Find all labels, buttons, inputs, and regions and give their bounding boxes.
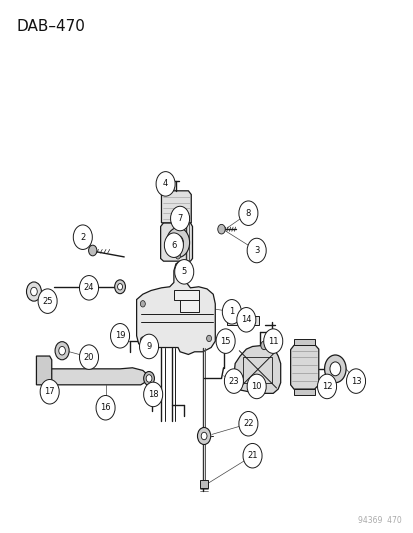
Text: 11: 11 (267, 337, 278, 345)
Text: 12: 12 (321, 382, 332, 391)
Circle shape (110, 324, 129, 348)
Text: 5: 5 (181, 268, 186, 276)
Text: 2: 2 (80, 233, 85, 241)
Circle shape (79, 345, 98, 369)
Circle shape (247, 238, 266, 263)
Circle shape (86, 283, 92, 290)
Text: 17: 17 (44, 387, 55, 396)
Circle shape (175, 253, 180, 259)
Bar (243, 357, 271, 383)
Polygon shape (43, 368, 147, 385)
Text: 9: 9 (146, 342, 151, 351)
Text: 20: 20 (83, 353, 94, 361)
Text: 7: 7 (177, 214, 182, 223)
Polygon shape (290, 345, 318, 389)
Circle shape (317, 374, 336, 399)
Circle shape (96, 395, 115, 420)
Circle shape (40, 379, 59, 404)
Text: 4: 4 (163, 180, 168, 188)
Circle shape (143, 382, 162, 407)
Circle shape (88, 245, 97, 256)
Circle shape (216, 329, 235, 353)
Text: 94369  470: 94369 470 (357, 516, 401, 525)
Bar (173, 290, 198, 300)
Circle shape (247, 374, 266, 399)
Circle shape (139, 334, 158, 359)
Polygon shape (233, 345, 280, 393)
Circle shape (79, 276, 98, 300)
Bar (226, 316, 259, 325)
Circle shape (329, 362, 340, 376)
Circle shape (238, 201, 257, 225)
Polygon shape (36, 356, 52, 385)
Circle shape (174, 260, 193, 284)
Circle shape (206, 335, 211, 342)
Text: 1: 1 (229, 308, 234, 316)
Text: 16: 16 (100, 403, 111, 412)
Polygon shape (160, 223, 192, 261)
Circle shape (73, 225, 92, 249)
Circle shape (172, 236, 183, 249)
Circle shape (55, 342, 69, 360)
Circle shape (197, 427, 210, 445)
Circle shape (222, 300, 241, 324)
Polygon shape (161, 191, 191, 223)
Circle shape (346, 369, 365, 393)
Circle shape (26, 282, 41, 301)
Circle shape (140, 337, 145, 343)
Circle shape (59, 346, 65, 355)
Text: 6: 6 (171, 241, 176, 249)
Text: 13: 13 (350, 377, 361, 385)
Text: 8: 8 (245, 209, 250, 217)
Circle shape (114, 280, 125, 294)
Text: 24: 24 (83, 284, 94, 292)
Polygon shape (136, 261, 215, 354)
Circle shape (156, 172, 175, 196)
Circle shape (201, 432, 206, 440)
Polygon shape (293, 389, 314, 395)
Text: 22: 22 (242, 419, 253, 428)
Bar (199, 480, 208, 488)
Circle shape (83, 279, 95, 295)
Text: 19: 19 (114, 332, 125, 340)
Text: 21: 21 (247, 451, 257, 460)
Text: 3: 3 (254, 246, 259, 255)
Circle shape (224, 369, 243, 393)
Circle shape (260, 341, 267, 350)
Text: 15: 15 (220, 337, 230, 345)
Circle shape (146, 375, 152, 382)
Text: 23: 23 (228, 377, 239, 385)
Circle shape (166, 228, 189, 257)
Circle shape (242, 443, 261, 468)
Bar (180, 296, 198, 312)
Circle shape (324, 355, 345, 383)
Circle shape (143, 372, 154, 385)
Circle shape (238, 411, 257, 436)
Circle shape (217, 224, 225, 234)
Polygon shape (293, 339, 314, 345)
Circle shape (164, 233, 183, 257)
Text: DAB–470: DAB–470 (17, 19, 85, 34)
Text: 14: 14 (240, 316, 251, 324)
Circle shape (263, 329, 282, 353)
Circle shape (170, 206, 189, 231)
Circle shape (31, 287, 37, 296)
Circle shape (236, 308, 255, 332)
Circle shape (140, 301, 145, 307)
Circle shape (38, 289, 57, 313)
Text: 18: 18 (147, 390, 158, 399)
Text: 25: 25 (42, 297, 53, 305)
Circle shape (117, 284, 122, 290)
Text: 10: 10 (251, 382, 261, 391)
